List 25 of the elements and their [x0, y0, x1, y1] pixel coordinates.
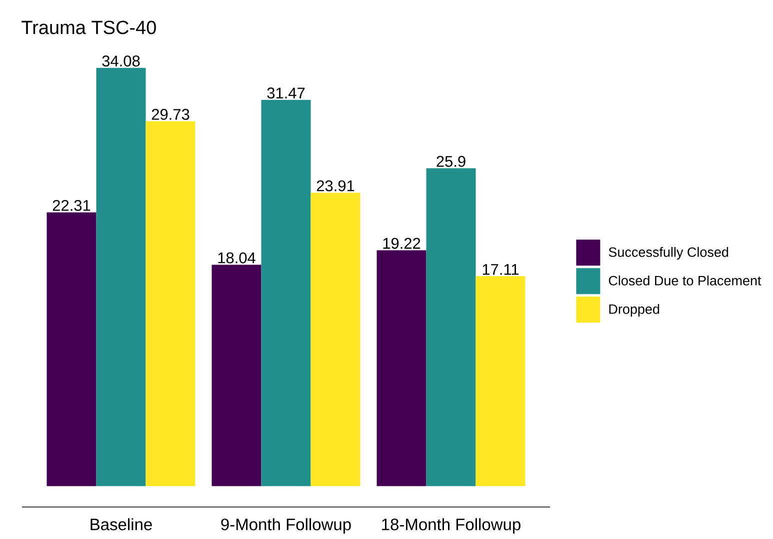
- x-tick-label: 18-Month Followup: [382, 518, 520, 534]
- data-label: 29.73: [152, 108, 190, 120]
- data-label: 34.08: [102, 56, 140, 67]
- bar: [376, 250, 426, 486]
- data-label: 19.22: [383, 238, 420, 249]
- data-label: 18.04: [218, 252, 256, 264]
- data-label: 23.91: [316, 180, 354, 192]
- data-label: 25.9: [436, 156, 466, 167]
- bar: [310, 192, 360, 486]
- chart-title: Trauma TSC-40: [22, 20, 156, 34]
- legend-label: Successfully Closed: [608, 247, 728, 260]
- data-label: 31.47: [267, 88, 305, 99]
- x-tick-label: Baseline: [90, 518, 152, 530]
- data-label: 17.11: [482, 264, 519, 275]
- bar: [426, 168, 476, 486]
- legend-label: Closed Due to Placement: [608, 276, 762, 286]
- bar: [261, 100, 311, 486]
- bar: [476, 276, 526, 486]
- bar: [146, 121, 196, 486]
- bar: [96, 68, 146, 486]
- x-tick-label: 9-Month Followup: [221, 518, 351, 534]
- bar: [46, 212, 96, 486]
- bar: [212, 264, 262, 486]
- legend-label: Dropped: [609, 304, 660, 317]
- data-label: 22.31: [52, 200, 90, 211]
